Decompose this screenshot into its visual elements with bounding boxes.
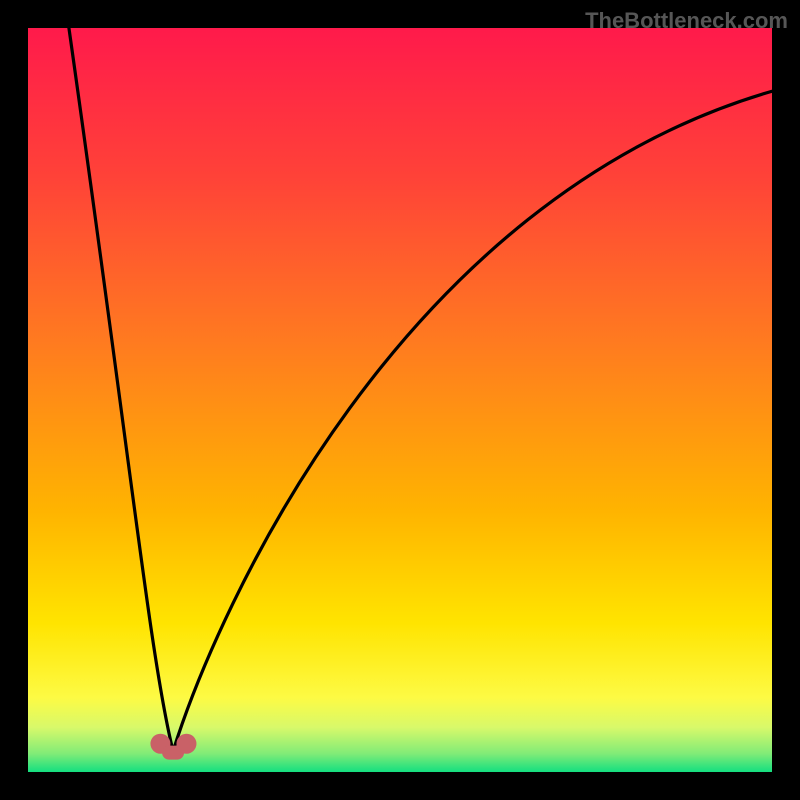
marker-bar — [162, 746, 184, 760]
dip-marker — [0, 0, 800, 800]
chart-frame: TheBottleneck.com — [0, 0, 800, 800]
watermark: TheBottleneck.com — [585, 8, 788, 34]
